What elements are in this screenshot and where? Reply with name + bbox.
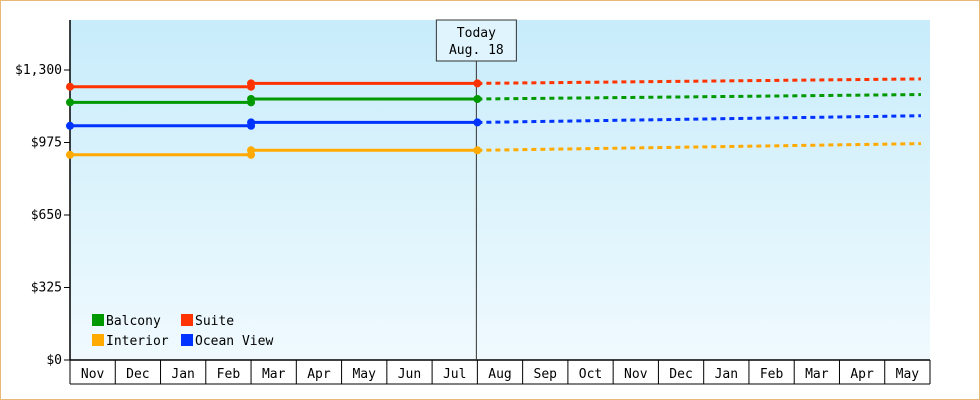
- legend-swatch: [92, 334, 104, 346]
- x-tick-label: Dec: [126, 367, 149, 382]
- data-point: [247, 79, 256, 88]
- forecast-line-ocean-view: [477, 114, 921, 124]
- x-tick-label: Jan: [171, 367, 194, 382]
- data-point: [473, 79, 482, 88]
- legend-swatch: [181, 314, 193, 326]
- x-tick-label: Oct: [579, 367, 602, 382]
- x-tick-label: Mar: [262, 367, 286, 382]
- x-tick-label: Sep: [534, 367, 558, 382]
- legend-item-interior: Interior: [92, 334, 169, 349]
- data-point: [66, 82, 74, 91]
- legend-label: Suite: [195, 314, 234, 329]
- forecast-line-interior: [477, 142, 921, 152]
- data-point: [473, 95, 482, 103]
- series-balcony: [66, 93, 921, 107]
- series-ocean-view: [66, 114, 921, 130]
- series-suite: [66, 77, 921, 91]
- plot-area: [70, 20, 930, 360]
- x-tick-label: Jun: [398, 367, 421, 382]
- data-point: [473, 118, 482, 127]
- legend-item-suite: Suite: [181, 314, 234, 329]
- series-group: [66, 77, 921, 159]
- data-point: [66, 150, 74, 159]
- y-tick-label: $650: [31, 208, 62, 223]
- legend: Balcony Suite Interior Ocean View: [92, 314, 273, 349]
- legend-label: Interior: [106, 334, 169, 349]
- x-tick-label: Dec: [669, 367, 692, 382]
- x-tick-label: Nov: [81, 367, 105, 382]
- series-interior: [66, 142, 921, 159]
- data-point: [66, 121, 74, 130]
- x-tick-label: Feb: [217, 367, 241, 382]
- legend-label: Balcony: [106, 314, 161, 329]
- data-point: [247, 146, 256, 155]
- today-date: Aug. 18: [449, 43, 504, 58]
- x-tick-label: Mar: [805, 367, 829, 382]
- y-tick-label: $0: [46, 353, 62, 368]
- x-axis: Nov Dec Jan Feb Mar Apr May Jun Jul Aug Sep Oct Nov D…: [69, 359, 931, 385]
- today-marker: Today Aug. 18: [435, 19, 517, 360]
- legend-swatch: [181, 334, 193, 346]
- x-tick-label: Jan: [715, 367, 738, 382]
- y-tick-label: $975: [31, 136, 62, 151]
- y-tick-label: $1,300: [15, 63, 62, 78]
- y-axis: $0 $325 $650 $975 $1,300: [15, 20, 71, 368]
- data-point: [247, 95, 256, 103]
- y-tick-label: $325: [31, 281, 62, 296]
- data-point: [473, 146, 482, 155]
- today-label: Today: [457, 26, 496, 41]
- x-tick-label: Feb: [760, 367, 784, 382]
- data-point: [247, 118, 256, 127]
- legend-swatch: [92, 314, 104, 326]
- forecast-line-suite: [477, 77, 921, 85]
- x-tick-label: May: [352, 367, 376, 382]
- x-tick-label: Jul: [443, 367, 466, 382]
- legend-item-balcony: Balcony: [92, 314, 161, 329]
- x-tick-label: Apr: [850, 367, 874, 382]
- x-tick-label: Nov: [624, 367, 648, 382]
- data-point: [66, 98, 74, 107]
- x-tick-label: May: [896, 367, 920, 382]
- forecast-line-balcony: [477, 93, 921, 101]
- x-tick-label: Apr: [307, 367, 331, 382]
- legend-label: Ocean View: [195, 334, 273, 349]
- x-tick-label: Aug: [488, 367, 511, 382]
- legend-item-ocean-view: Ocean View: [181, 334, 273, 349]
- today-label-box: [435, 19, 517, 62]
